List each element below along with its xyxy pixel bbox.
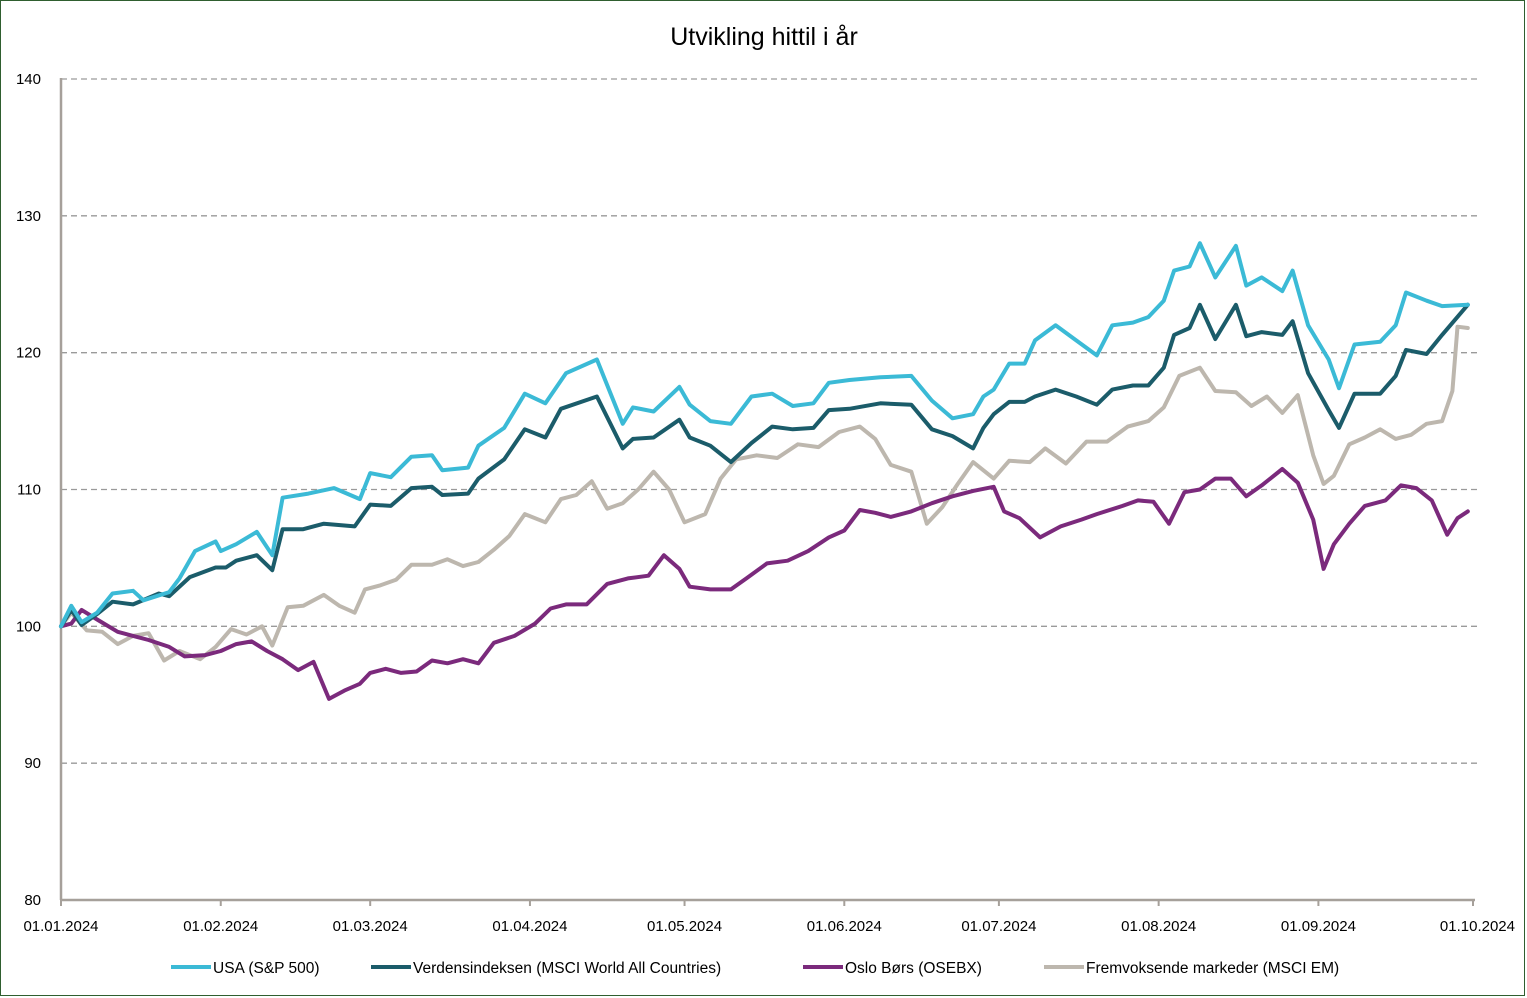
- x-tick-label: 01.03.2024: [333, 918, 408, 935]
- x-tick-label: 01.04.2024: [492, 918, 567, 935]
- legend-label-1: Verdensindeksen (MSCI World All Countrie…: [413, 960, 721, 977]
- series-line-2: [59, 467, 1470, 701]
- gridlines: [61, 78, 1479, 764]
- x-tick-label: 01.07.2024: [961, 918, 1036, 935]
- y-tick-label: 140: [16, 71, 41, 88]
- chart-title: Utvikling hittil i år: [670, 23, 858, 51]
- legend-label-2: Oslo Børs (OSEBX): [845, 960, 982, 977]
- y-tick-label: 100: [16, 618, 41, 635]
- series-line-0: [59, 241, 1470, 629]
- legend: USA (S&P 500) Verdensindeksen (MSCI World…: [171, 960, 1339, 977]
- legend-label-3: Fremvoksende markeder (MSCI EM): [1086, 960, 1339, 977]
- y-tick-labels: 80 90 100 110 120 130 140: [16, 71, 41, 909]
- x-tick-label: 01.01.2024: [23, 918, 98, 935]
- x-tick-label: 01.02.2024: [183, 918, 258, 935]
- y-tick-label: 120: [16, 345, 41, 362]
- y-tick-label: 110: [17, 482, 41, 499]
- x-tick-label: 01.08.2024: [1121, 918, 1196, 935]
- series-line-1: [59, 302, 1470, 629]
- series-line-3: [59, 324, 1470, 663]
- x-tick-label: 01.09.2024: [1281, 918, 1356, 935]
- y-tick-label: 80: [24, 892, 41, 909]
- axes: [59, 78, 1475, 906]
- legend-label-0: USA (S&P 500): [213, 960, 320, 977]
- series-lines: [59, 241, 1470, 701]
- x-tick-label: 01.10.2024: [1440, 918, 1515, 935]
- x-tick-label: 01.05.2024: [647, 918, 722, 935]
- x-tick-labels: 01.01.2024 01.02.2024 01.03.2024 01.04.2024…: [23, 918, 1515, 935]
- x-tick-label: 01.06.2024: [807, 918, 882, 935]
- y-tick-label: 130: [16, 208, 41, 225]
- y-tick-label: 90: [24, 755, 41, 772]
